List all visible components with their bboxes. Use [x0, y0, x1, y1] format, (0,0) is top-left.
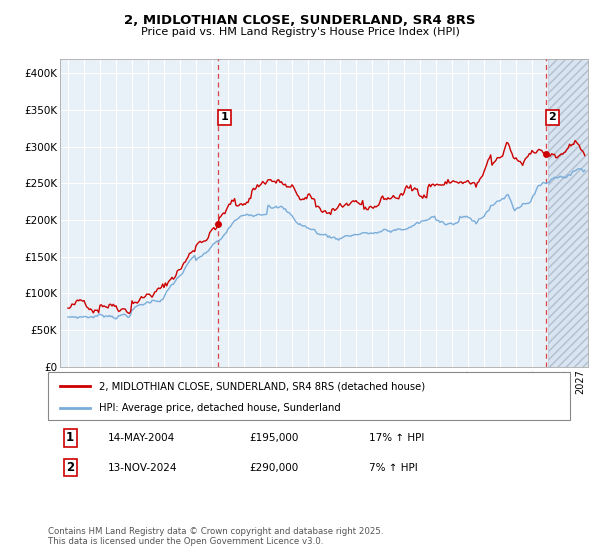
Text: 1: 1	[66, 431, 74, 445]
Text: £195,000: £195,000	[249, 433, 298, 443]
Text: Contains HM Land Registry data © Crown copyright and database right 2025.
This d: Contains HM Land Registry data © Crown c…	[48, 526, 383, 546]
Text: 2, MIDLOTHIAN CLOSE, SUNDERLAND, SR4 8RS: 2, MIDLOTHIAN CLOSE, SUNDERLAND, SR4 8RS	[124, 14, 476, 27]
Text: 14-MAY-2004: 14-MAY-2004	[108, 433, 175, 443]
Bar	[548, 59, 588, 367]
Text: Price paid vs. HM Land Registry's House Price Index (HPI): Price paid vs. HM Land Registry's House …	[140, 27, 460, 37]
Text: 13-NOV-2024: 13-NOV-2024	[108, 463, 178, 473]
Text: 2: 2	[548, 113, 556, 123]
Text: £290,000: £290,000	[249, 463, 298, 473]
Text: 7% ↑ HPI: 7% ↑ HPI	[369, 463, 418, 473]
Text: HPI: Average price, detached house, Sunderland: HPI: Average price, detached house, Sund…	[99, 403, 341, 413]
Text: 2: 2	[66, 461, 74, 474]
Text: 17% ↑ HPI: 17% ↑ HPI	[369, 433, 424, 443]
Text: 2, MIDLOTHIAN CLOSE, SUNDERLAND, SR4 8RS (detached house): 2, MIDLOTHIAN CLOSE, SUNDERLAND, SR4 8RS…	[99, 381, 425, 391]
Text: 1: 1	[220, 113, 228, 123]
